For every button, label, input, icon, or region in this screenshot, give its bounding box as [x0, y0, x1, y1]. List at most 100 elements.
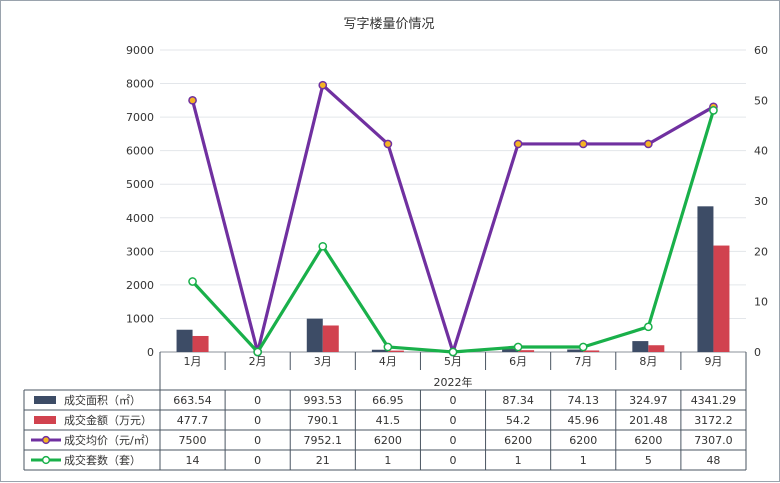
table-cell: 790.1 [307, 414, 339, 427]
line-point [513, 342, 523, 352]
legend-swatch [34, 416, 56, 424]
y-tick-label: 0 [147, 346, 154, 359]
table-cell: 4341.29 [691, 394, 737, 407]
line-point [318, 80, 328, 90]
table-cell: 7307.0 [694, 434, 733, 447]
table-cell: 1 [384, 454, 391, 467]
y2-tick-label: 20 [754, 245, 768, 258]
x-tick-label: 9月 [704, 355, 722, 368]
y2-tick-label: 50 [754, 94, 768, 107]
line-point [383, 342, 393, 352]
bar [583, 350, 600, 352]
bar [371, 349, 388, 352]
bar [518, 350, 535, 352]
table-cell: 0 [450, 394, 457, 407]
y-tick-label: 9000 [126, 44, 154, 57]
table-cell: 993.53 [304, 394, 343, 407]
table-cell: 5 [645, 454, 652, 467]
line-point [578, 342, 588, 352]
table-cell: 1 [580, 454, 587, 467]
table-cell: 0 [254, 454, 261, 467]
bar [648, 345, 665, 352]
legend-label: 成交均价（元/㎡） [64, 433, 156, 447]
bar [176, 329, 193, 352]
legend-marker [41, 455, 51, 465]
y-tick-label: 8000 [126, 78, 154, 91]
x-tick-label: 7月 [574, 355, 592, 368]
bar [567, 349, 584, 352]
bar [322, 325, 339, 352]
y-tick-label: 1000 [126, 312, 154, 325]
legend-label: 成交面积（㎡） [64, 393, 141, 407]
series-line [191, 109, 715, 354]
bar [632, 341, 649, 352]
x-tick-label: 1月 [184, 355, 202, 368]
y2-tick-label: 30 [754, 195, 768, 208]
table-cell: 45.96 [567, 414, 599, 427]
table-cell: 663.54 [173, 394, 212, 407]
table-cell: 0 [254, 414, 261, 427]
y-tick-label: 3000 [126, 245, 154, 258]
table-cell: 477.7 [177, 414, 209, 427]
table-cell: 201.48 [629, 414, 668, 427]
chart-title: 写字楼量价情况 [343, 17, 434, 32]
y-tick-label: 4000 [126, 212, 154, 225]
legend-label: 成交套数（套） [64, 453, 141, 467]
line-point [643, 139, 653, 149]
table-cell: 66.95 [372, 394, 404, 407]
y2-tick-label: 40 [754, 145, 768, 158]
x-tick-label: 8月 [639, 355, 657, 368]
bar [713, 245, 730, 352]
y2-tick-label: 10 [754, 296, 768, 309]
line-point [709, 106, 718, 115]
y-tick-label: 5000 [126, 178, 154, 191]
x-tick-label: 2月 [249, 355, 267, 368]
x-tick-label: 6月 [509, 355, 527, 368]
table-cell: 74.13 [567, 394, 599, 407]
table-cell: 6200 [374, 434, 402, 447]
line-point [643, 322, 653, 332]
line-point [383, 139, 393, 149]
line-point [513, 139, 523, 149]
grid-lines [160, 49, 746, 353]
legend-label: 成交金额（万元） [64, 413, 152, 427]
legend-marker [41, 435, 51, 445]
series-line [191, 83, 715, 354]
table-cell: 21 [316, 454, 330, 467]
table-cell: 87.34 [502, 394, 534, 407]
table-cell: 324.97 [629, 394, 668, 407]
x-axis-label: 2022年 [434, 375, 473, 389]
bar [306, 318, 323, 352]
axes: 0 1000 2000 3000 4000 5000 6000 7000 8000 9000 0 10… [126, 44, 768, 359]
table-cell: 6200 [634, 434, 662, 447]
table-cell: 0 [450, 454, 457, 467]
y2-tick-label: 60 [754, 44, 768, 57]
y2-tick-label: 0 [754, 346, 761, 359]
bar [387, 350, 404, 352]
table-cell: 54.2 [506, 414, 531, 427]
bar [192, 335, 209, 352]
x-tick-label: 3月 [314, 355, 332, 368]
bar [697, 206, 714, 352]
table-cell: 0 [254, 434, 261, 447]
line-point [188, 95, 197, 105]
table-cell: 0 [450, 414, 457, 427]
y-tick-label: 6000 [126, 145, 154, 158]
x-tick-label: 4月 [379, 355, 397, 368]
table-cell: 1 [515, 454, 522, 467]
bars [176, 206, 730, 352]
table-cell: 3172.2 [694, 414, 733, 427]
bar [502, 349, 519, 352]
table-cell: 0 [450, 434, 457, 447]
lines [188, 80, 718, 357]
table-cell: 48 [706, 454, 720, 467]
table-cell: 7952.1 [304, 434, 343, 447]
table-cell: 6200 [569, 434, 597, 447]
table-cell: 6200 [504, 434, 532, 447]
table-cell: 7500 [179, 434, 207, 447]
table-cell: 14 [186, 454, 200, 467]
x-tick-label: 5月 [444, 355, 462, 368]
